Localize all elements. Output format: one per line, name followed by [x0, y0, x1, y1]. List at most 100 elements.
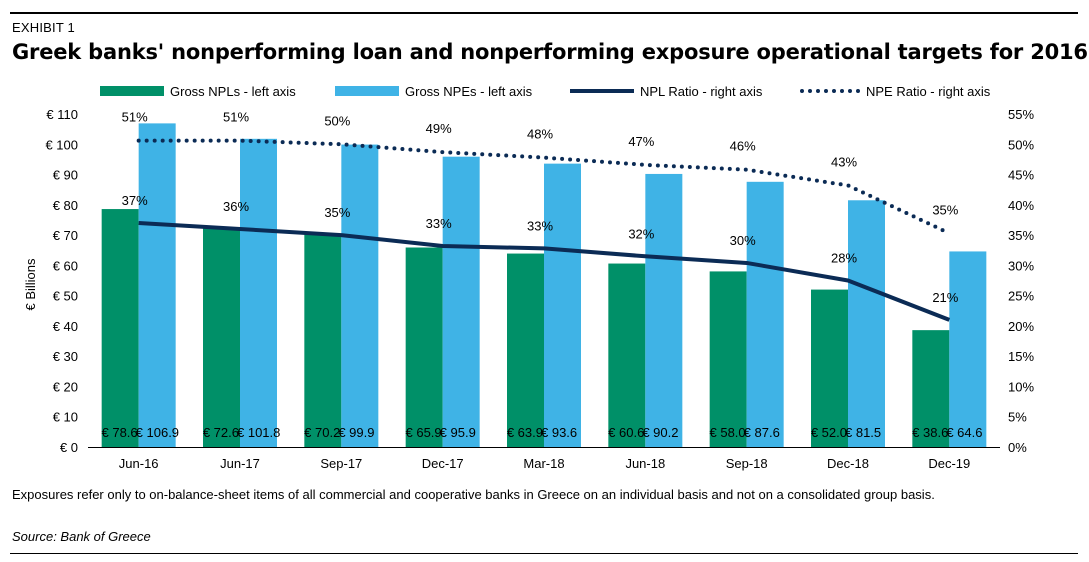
npl-bar-value: € 38.6 — [912, 425, 948, 440]
npe-bar — [138, 123, 176, 447]
npe-bar — [645, 173, 683, 447]
x-tick-label: Dec-18 — [827, 456, 869, 471]
legend-item-1: Gross NPEs - left axis — [335, 84, 533, 99]
legend-label: NPE Ratio - right axis — [866, 84, 991, 99]
right-tick-label: 25% — [1008, 289, 1034, 304]
npe-ratio-label: 49% — [426, 121, 452, 136]
left-axis: € 0 € 10 € 20 € 30 € 40 € 50 € 60 € 70 € 80 € 90 €… — [23, 107, 78, 455]
right-tick-label: 35% — [1008, 228, 1034, 243]
bars — [101, 123, 987, 448]
legend-label: Gross NPEs - left axis — [405, 84, 533, 99]
source-note: Source: Bank of Greece — [12, 529, 151, 544]
right-tick-label: 10% — [1008, 379, 1034, 394]
npe-ratio-label: 48% — [527, 127, 553, 142]
npl-ratio-line — [138, 220, 951, 322]
npl-ratio-label: 35% — [324, 205, 350, 220]
npe-bar — [442, 156, 480, 447]
npe-bar-value: € 64.6 — [946, 425, 982, 440]
x-tick-label: Jun-16 — [119, 456, 159, 471]
npl-bar-value: € 65.9 — [406, 425, 442, 440]
bottom-rule — [10, 553, 1078, 554]
right-axis: 0% 5% 10% 15% 20% 25% 30% 35% 40% 45% 50% 55% — [1008, 107, 1034, 455]
npe-ratio-label: 47% — [628, 134, 654, 149]
left-tick-label: € 60 — [53, 258, 78, 273]
legend-swatch — [335, 86, 399, 96]
npl-bar — [203, 227, 240, 447]
left-tick-label: € 10 — [53, 410, 78, 425]
npl-bar — [608, 263, 646, 447]
chart-title: Greek banks' nonperforming loan and nonp… — [12, 40, 1089, 64]
npl-bar — [405, 247, 443, 447]
x-tick-label: Jun-17 — [220, 456, 260, 471]
npl-ratio-label: 32% — [628, 226, 654, 241]
lines — [136, 138, 952, 322]
npl-ratio-label: 37% — [122, 193, 148, 208]
top-rule — [10, 12, 1078, 14]
npe-bar — [746, 181, 784, 447]
npl-bar-value: € 70.2 — [304, 425, 340, 440]
npe-bar-value: € 101.8 — [237, 425, 280, 440]
right-tick-label: 55% — [1008, 107, 1034, 122]
line-value-labels: 37% 36% 35% 33% 33% 32% 30% 28% 21% 51% 51% 50% 49% 4… — [122, 110, 959, 305]
left-tick-label: € 110 — [46, 107, 78, 122]
footnote: Exposures refer only to on-balance-sheet… — [12, 487, 935, 502]
legend-swatch — [100, 86, 164, 96]
right-tick-label: 50% — [1008, 137, 1034, 152]
bar-value-labels: € 78.6€ 106.9 € 72.6€ 101.8 € 70.2€ 99.9 € … — [102, 425, 983, 440]
x-tick-label: Dec-19 — [928, 456, 970, 471]
x-tick-label: Dec-17 — [422, 456, 464, 471]
left-tick-label: € 40 — [53, 319, 78, 334]
legend-label: Gross NPLs - left axis — [170, 84, 296, 99]
x-tick-label: Mar-18 — [523, 456, 564, 471]
left-tick-label: € 70 — [53, 228, 78, 243]
npl-bar-value: € 58.0 — [710, 425, 746, 440]
npl-ratio-label: 33% — [426, 216, 452, 231]
npe-bar — [240, 138, 277, 447]
npe-bar — [544, 163, 581, 447]
npl-ratio-label: 28% — [831, 251, 857, 266]
exhibit-label: EXHIBIT 1 — [12, 20, 75, 35]
npl-ratio-label: 33% — [527, 218, 553, 233]
left-tick-label: € 90 — [53, 168, 78, 183]
npl-bar-value: € 60.6 — [608, 425, 644, 440]
right-tick-label: 40% — [1008, 198, 1034, 213]
npl-bar — [101, 209, 139, 447]
npl-bar-value: € 63.9 — [507, 425, 543, 440]
npl-ratio-label: 30% — [730, 233, 756, 248]
left-axis-label: € Billions — [23, 258, 38, 311]
npe-bar-value: € 106.9 — [136, 425, 179, 440]
npe-ratio-line — [136, 138, 952, 236]
right-tick-label: 20% — [1008, 319, 1034, 334]
npe-bar-value: € 93.6 — [541, 425, 577, 440]
left-tick-label: € 20 — [53, 379, 78, 394]
npe-ratio-label: 43% — [831, 154, 857, 169]
npe-bar-value: € 87.6 — [744, 425, 780, 440]
x-axis: Jun-16 Jun-17 Sep-17 Dec-17 Mar-18 Jun-18 Sep-… — [88, 447, 1000, 471]
npe-ratio-label: 35% — [932, 202, 958, 217]
npl-bar — [304, 234, 342, 447]
npl-bar — [709, 271, 747, 447]
legend-label: NPL Ratio - right axis — [640, 84, 763, 99]
left-tick-label: € 80 — [53, 198, 78, 213]
npl-ratio-label: 21% — [932, 290, 958, 305]
right-tick-label: 45% — [1008, 168, 1034, 183]
right-tick-label: 30% — [1008, 258, 1034, 273]
legend-item-3: NPE Ratio - right axis — [800, 84, 991, 99]
legend-item-0: Gross NPLs - left axis — [100, 84, 296, 99]
npl-bar-value: € 78.6 — [102, 425, 138, 440]
left-tick-label: € 100 — [45, 137, 78, 152]
npl-bar — [811, 289, 848, 447]
left-tick-label: € 50 — [53, 289, 78, 304]
npl-bar — [912, 330, 950, 447]
npe-bar — [848, 200, 885, 447]
legend-item-2: NPL Ratio - right axis — [570, 84, 763, 99]
legend: Gross NPLs - left axis Gross NPEs - left … — [100, 84, 991, 99]
right-tick-label: 5% — [1008, 410, 1027, 425]
chart: Gross NPLs - left axis Gross NPEs - left … — [23, 84, 1034, 471]
npe-ratio-label: 51% — [122, 110, 148, 125]
x-tick-label: Jun-18 — [625, 456, 665, 471]
npe-ratio-label: 46% — [730, 139, 756, 154]
left-tick-label: € 0 — [60, 440, 78, 455]
npe-bar-value: € 95.9 — [440, 425, 476, 440]
x-tick-label: Sep-18 — [726, 456, 768, 471]
